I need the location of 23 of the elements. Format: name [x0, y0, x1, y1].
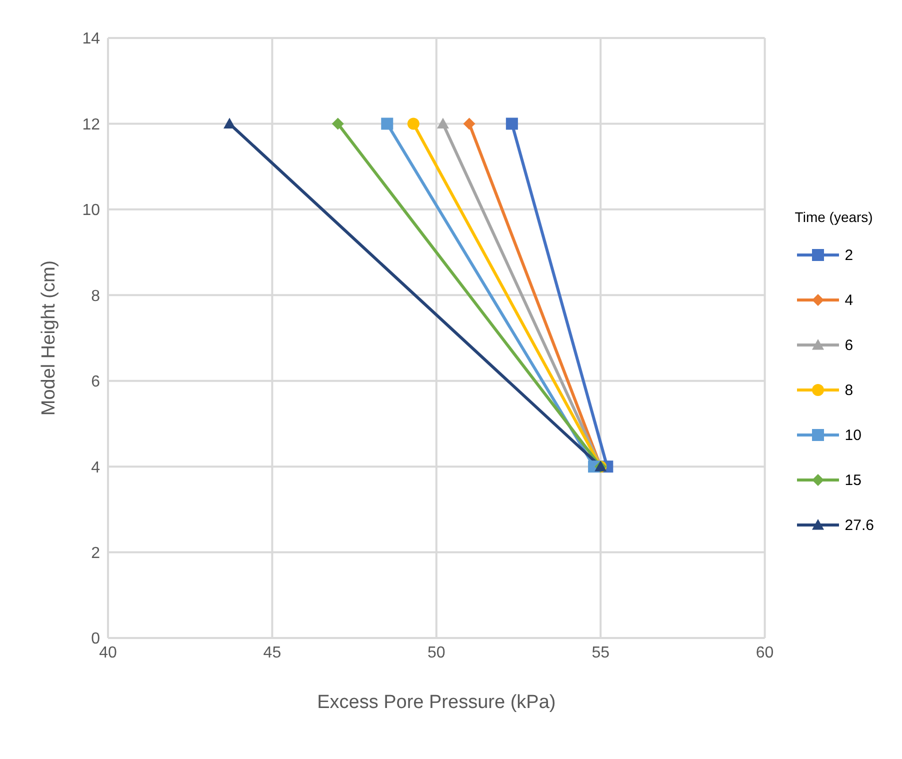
y-tick-label: 8 [91, 288, 100, 305]
legend-label: 2 [844, 246, 854, 264]
y-tick-label: 4 [91, 459, 100, 476]
y-axis-title: Model Height (cm) [38, 260, 60, 416]
x-tick-label: 50 [428, 644, 446, 662]
x-axis-title: Excess Pore Pressure (kPa) [317, 692, 556, 713]
legend-label: 10 [844, 426, 862, 444]
y-tick-label: 14 [82, 30, 100, 48]
legend-label: 6 [844, 336, 854, 354]
y-tick-label: 2 [91, 544, 100, 562]
x-tick-label: 60 [756, 644, 774, 662]
y-tick-label: 6 [91, 374, 100, 391]
legend-title: Time (years) [794, 208, 874, 224]
legend-label: 4 [844, 292, 854, 308]
x-tick-label: 45 [263, 644, 282, 662]
y-tick-label: 10 [82, 202, 100, 220]
legend-label: 27.6 [844, 516, 874, 534]
x-tick-label: 55 [592, 644, 610, 662]
legend-label: 8 [844, 382, 854, 398]
y-tick-label: 12 [82, 116, 100, 134]
y-tick-label: 0 [91, 630, 100, 648]
x-tick-label: 40 [99, 644, 117, 662]
legend-label: 15 [844, 472, 862, 488]
